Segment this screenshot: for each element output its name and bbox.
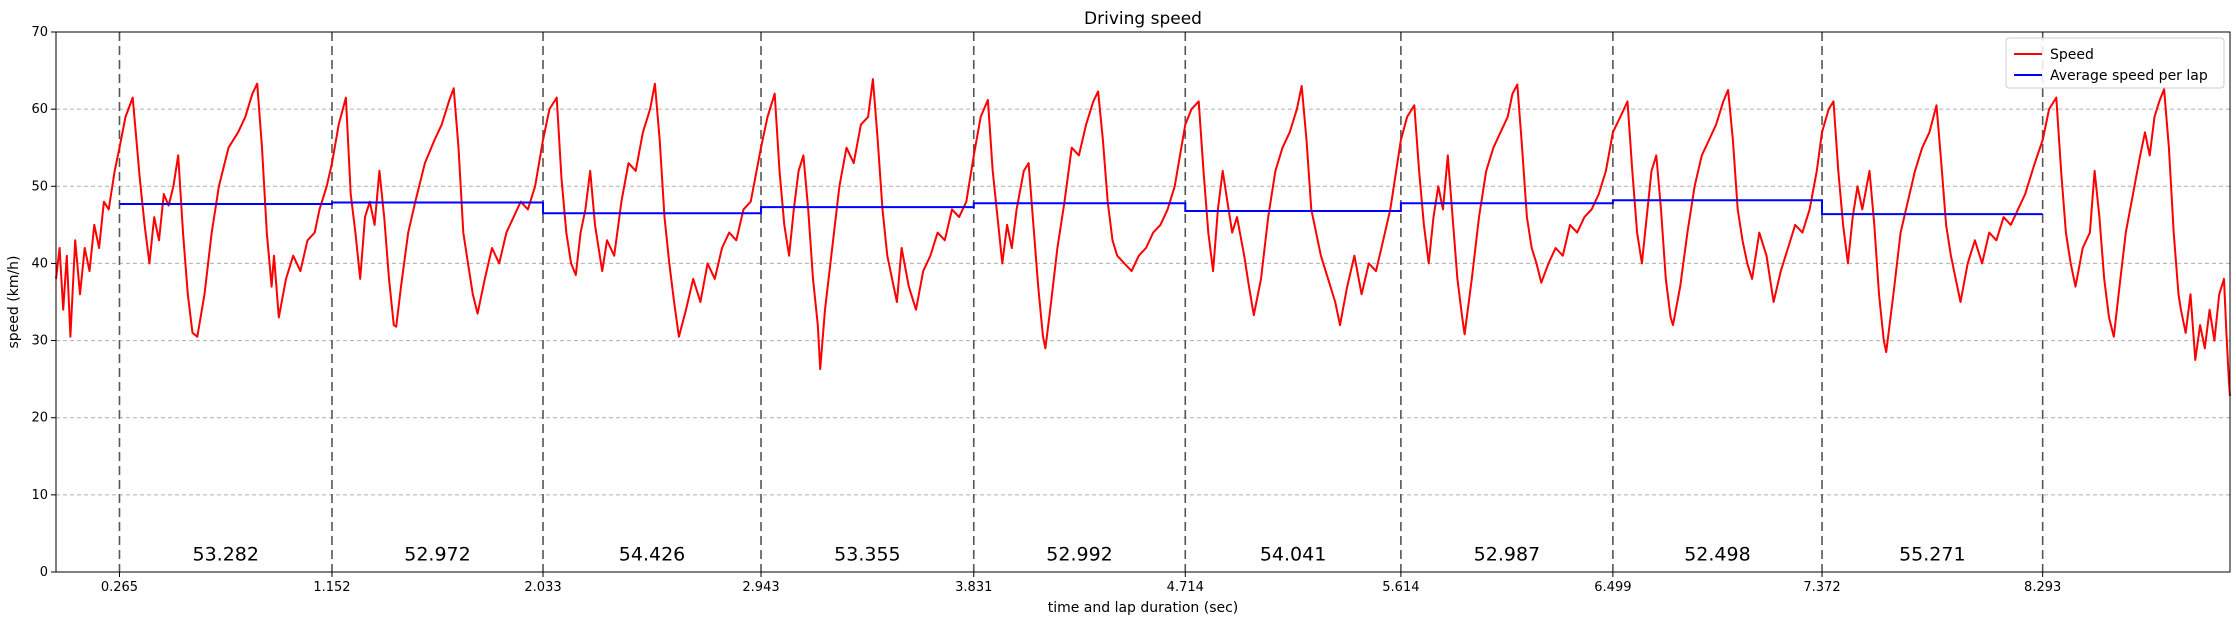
lap-duration-label: 52.498 (1684, 543, 1750, 565)
y-tick-label: 0 (40, 565, 48, 580)
legend-entry: Average speed per lap (2050, 68, 2208, 84)
y-tick-label: 70 (31, 25, 48, 40)
x-tick-label: 7.372 (1803, 580, 1840, 595)
chart-title: Driving speed (1084, 9, 1202, 29)
average-speed-series-line (119, 199, 2043, 216)
x-tick-label: 5.614 (1382, 580, 1419, 595)
x-axis-label: time and lap duration (sec) (1048, 600, 1239, 616)
lap-duration-label: 52.987 (1474, 543, 1540, 565)
x-tick-label: 4.714 (1167, 580, 1204, 595)
speed-series-line (55, 78, 2231, 397)
lap-duration-label: 53.355 (834, 543, 900, 565)
y-tick-label: 60 (31, 102, 48, 117)
lap-duration-label: 52.992 (1046, 543, 1112, 565)
legend-entry: Speed (2050, 47, 2094, 63)
lap-duration-label: 54.041 (1260, 543, 1326, 565)
grid-layer (56, 108, 2230, 496)
y-tick-label: 40 (31, 256, 48, 271)
x-tick-label: 6.499 (1594, 580, 1631, 595)
axis-layer: 0 10 20 30 40 50 60 70 0.265 1.152 2.033 2.943 3.831… (31, 25, 2061, 595)
lap-boundary-layer (118, 32, 2044, 572)
y-tick-label: 50 (31, 179, 48, 194)
series-layer (55, 78, 2231, 397)
lap-duration-label: 53.282 (192, 543, 258, 565)
x-tick-label: 2.943 (742, 580, 779, 595)
lap-duration-label: 55.271 (1899, 543, 1965, 565)
y-axis-label: speed (km/h) (6, 255, 22, 348)
x-tick-label: 2.033 (524, 580, 561, 595)
x-tick-label: 1.152 (313, 580, 350, 595)
y-tick-label: 10 (31, 488, 48, 503)
lap-label-layer: 53.282 52.972 54.426 53.355 52.992 54.041 52.9… (192, 543, 1965, 565)
plot-frame (55, 31, 2231, 573)
legend-box (2005, 37, 2225, 89)
x-tick-label: 3.831 (955, 580, 992, 595)
x-tick-label: 8.293 (2024, 580, 2061, 595)
y-tick-label: 20 (31, 411, 48, 426)
lap-duration-label: 52.972 (404, 543, 470, 565)
lap-duration-label: 54.426 (619, 543, 685, 565)
y-tick-label: 30 (31, 334, 48, 349)
x-tick-label: 0.265 (101, 580, 138, 595)
legend: Speed Average speed per lap (2005, 37, 2225, 89)
